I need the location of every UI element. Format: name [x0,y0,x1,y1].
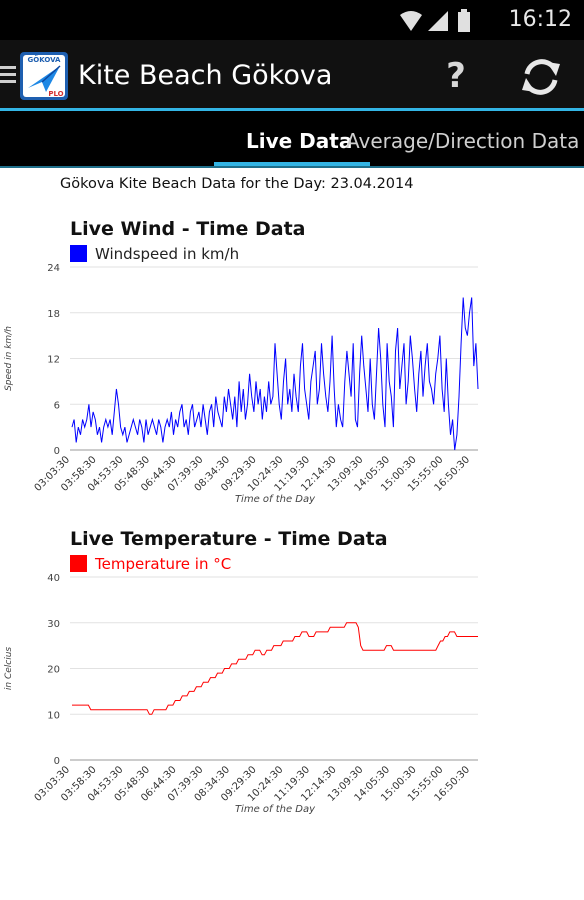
wind-chart: Live Wind - Time Data Windspeed in km/h 0 6… [4,218,479,505]
chart-title: Live Wind - Time Data [70,218,306,240]
refresh-button[interactable] [516,52,566,102]
action-bar-divider [0,108,584,111]
status-icons [400,9,470,32]
tab-bar [0,111,584,167]
day-heading: Gökova Kite Beach Data for the Day: 23.0… [60,176,414,192]
legend-swatch [70,245,87,262]
battery-icon [458,12,470,32]
y-tick-label: 0 [54,446,60,457]
tab-live-data[interactable]: Live Data [246,129,353,153]
tab-indicator [214,162,370,167]
legend-label: Windspeed in km/h [95,245,239,263]
wifi-icon [400,11,422,31]
tab-divider [0,166,584,168]
logo-text-top: GÖKOVA [28,55,62,64]
y-axis-label: in Celcius [4,647,14,691]
chart-title: Live Temperature - Time Data [70,528,388,550]
legend-swatch [70,555,87,572]
y-tick-label: 20 [47,665,60,676]
status-bar: 16:12 [0,0,584,40]
y-tick-label: 24 [47,263,60,274]
menu-icon[interactable] [0,64,18,86]
status-time: 16:12 [508,7,572,32]
y-tick-label: 0 [54,756,60,767]
y-axis-label: Speed in km/h [4,326,14,391]
y-tick-label: 40 [47,573,60,584]
x-axis-label: Time of the Day [235,494,316,505]
legend-label: Temperature in °C [94,555,231,573]
signal-icon [428,11,448,31]
tab-average-direction-data[interactable]: Average/Direction Data [346,129,580,153]
series-line [71,297,479,451]
y-tick-label: 12 [47,355,60,366]
app-title: Kite Beach Gökova [78,60,333,91]
action-bar [0,40,584,110]
y-tick-label: 30 [47,619,60,630]
logo-text-bottom: PLO [48,90,63,98]
y-tick-label: 6 [54,400,60,411]
temperature-chart: Live Temperature - Time Data Temperature … [4,528,478,815]
y-tick-label: 10 [47,710,60,721]
help-button[interactable]: ? [446,56,466,96]
app-logo[interactable]: GÖKOVA PLO [20,52,68,100]
y-tick-label: 18 [47,309,60,320]
series-line [72,622,478,715]
x-axis-label: Time of the Day [235,804,316,815]
